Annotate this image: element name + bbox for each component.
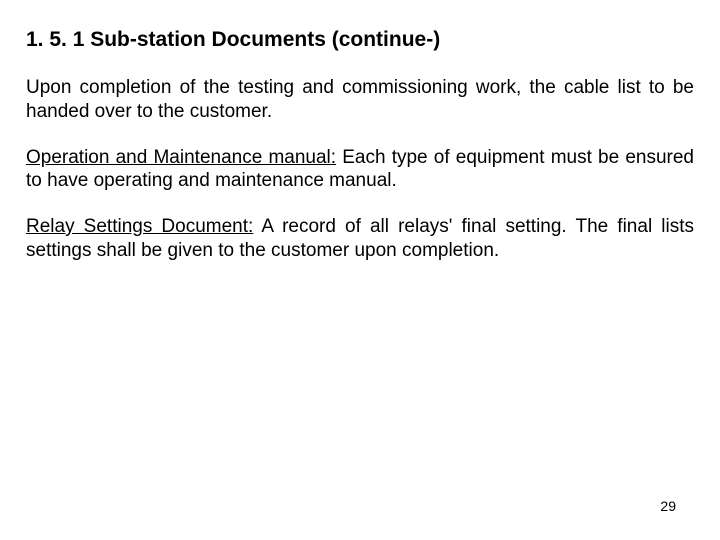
paragraph-2: Operation and Maintenance manual: Each t… — [26, 146, 694, 194]
para3-lead: Relay Settings Document: — [26, 216, 253, 237]
paragraph-1: Upon completion of the testing and commi… — [26, 76, 694, 124]
para2-lead: Operation and Maintenance manual: — [26, 147, 336, 168]
paragraph-3: Relay Settings Document: A record of all… — [26, 215, 694, 263]
page-number: 29 — [660, 498, 676, 514]
section-heading: 1. 5. 1 Sub-station Documents (continue-… — [26, 28, 694, 52]
